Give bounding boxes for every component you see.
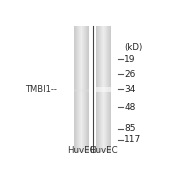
Text: 48: 48 — [124, 103, 136, 112]
Bar — [87, 26, 88, 152]
Text: 117: 117 — [124, 135, 142, 144]
Bar — [104, 87, 105, 92]
Bar — [101, 87, 102, 92]
Bar — [106, 87, 107, 92]
Bar — [100, 26, 101, 152]
Bar — [103, 87, 104, 92]
Bar — [77, 89, 78, 92]
Bar — [100, 87, 101, 92]
Bar — [83, 26, 84, 152]
Bar — [109, 26, 110, 152]
Bar — [75, 26, 76, 152]
Bar — [99, 87, 100, 92]
Text: (kD): (kD) — [124, 43, 143, 52]
Bar — [87, 89, 88, 92]
Bar — [98, 26, 99, 152]
Bar — [80, 26, 81, 152]
Bar — [96, 87, 97, 92]
Bar — [81, 89, 82, 92]
Bar — [108, 26, 109, 152]
Bar — [76, 89, 77, 92]
Bar — [74, 26, 75, 152]
Bar — [88, 26, 89, 152]
Bar — [102, 26, 103, 152]
Bar — [105, 26, 106, 152]
Bar — [110, 26, 111, 152]
Bar — [78, 26, 79, 152]
Text: 19: 19 — [124, 55, 136, 64]
Bar — [101, 26, 102, 152]
Bar — [86, 89, 87, 92]
Text: TMBI1--: TMBI1-- — [25, 85, 57, 94]
Bar — [97, 26, 98, 152]
Bar — [84, 26, 85, 152]
Bar — [78, 89, 79, 92]
Bar — [102, 87, 103, 92]
Bar — [74, 89, 75, 92]
Bar — [98, 87, 99, 92]
Bar — [107, 26, 108, 152]
Bar — [82, 26, 83, 152]
Bar — [75, 89, 76, 92]
Bar — [110, 87, 111, 92]
Bar — [104, 26, 105, 152]
Bar — [81, 26, 82, 152]
Bar — [106, 26, 107, 152]
Bar — [79, 89, 80, 92]
Bar — [86, 26, 87, 152]
Bar — [79, 26, 80, 152]
Bar — [85, 26, 86, 152]
Bar — [103, 26, 104, 152]
Text: 26: 26 — [124, 70, 136, 79]
Text: HuvEC: HuvEC — [67, 146, 95, 155]
Bar — [107, 87, 108, 92]
Bar — [82, 89, 83, 92]
Text: 34: 34 — [124, 85, 136, 94]
Bar — [99, 26, 100, 152]
Text: HuvEC: HuvEC — [89, 146, 118, 155]
Bar — [84, 89, 85, 92]
Bar — [85, 89, 86, 92]
Bar — [88, 89, 89, 92]
Bar — [108, 87, 109, 92]
Bar — [105, 87, 106, 92]
Bar — [97, 87, 98, 92]
Bar — [80, 89, 81, 92]
Bar — [83, 89, 84, 92]
Text: 85: 85 — [124, 124, 136, 133]
Bar — [96, 26, 97, 152]
Bar — [76, 26, 77, 152]
Bar — [77, 26, 78, 152]
Bar — [109, 87, 110, 92]
